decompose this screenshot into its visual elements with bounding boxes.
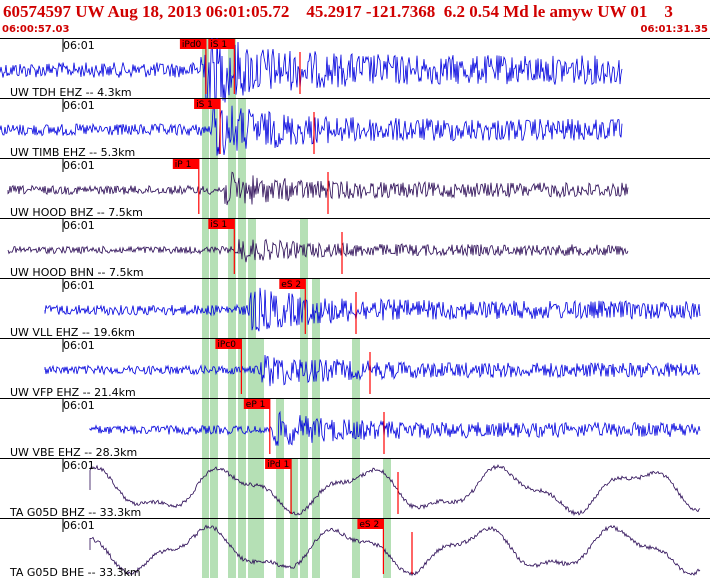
pick-flag[interactable] (172, 159, 199, 169)
pick-label: iPd0 (182, 40, 202, 50)
waveform-trace (7, 238, 629, 263)
pick-label: eP 1 (246, 400, 266, 410)
header: 60574597 UW Aug 18, 2013 06:01:05.72 45.… (0, 0, 710, 38)
station-label: UW VLL EHZ -- 19.6km (10, 326, 135, 339)
pick-flag[interactable] (208, 219, 235, 229)
trace-time-label: 06:01 (63, 39, 95, 52)
waveform-trace (89, 524, 701, 577)
pick-label: iP 1 (175, 160, 192, 170)
station-label: UW VBE EHZ -- 28.3km (10, 446, 137, 459)
pick-flag[interactable] (265, 459, 292, 469)
station-label: TA G05D BHZ -- 33.3km (9, 506, 141, 519)
waveform-trace (7, 171, 629, 206)
pick-flag[interactable] (279, 279, 306, 289)
pick-window-band (202, 38, 209, 578)
pick-windows (202, 38, 391, 578)
station-label: UW HOOD BHN -- 7.5km (10, 266, 144, 279)
trace-time-label: 06:01 (63, 159, 95, 172)
pick-label: iS 1 (210, 220, 227, 230)
trace-time-label: 06:01 (63, 459, 95, 472)
trace-time-label: 06:01 (63, 399, 95, 412)
time-end: 06:01:31.35 (640, 24, 708, 35)
event-title: 60574597 UW Aug 18, 2013 06:01:05.72 45.… (3, 2, 673, 21)
trace-time-label: 06:01 (63, 279, 95, 292)
pick-window-band (312, 278, 320, 578)
seismogram-panel[interactable]: iPd0 iS 1 iS 1 iP 1 iS 1 eS 2 iPc0 eP 1 iPd 1 eS … (0, 38, 710, 578)
station-label: UW TDH EHZ -- 4.3km (10, 86, 132, 99)
pick-flag[interactable] (357, 519, 384, 529)
trace-stack (0, 38, 710, 577)
waveform-trace (0, 102, 623, 156)
pick-flag[interactable] (243, 399, 270, 409)
station-label: UW HOOD BHZ -- 7.5km (10, 206, 143, 219)
pick-window-band (228, 38, 236, 578)
time-start: 06:00:57.03 (2, 24, 70, 35)
pick-label: iS 1 (210, 40, 227, 50)
pick-label: iPd 1 (267, 460, 289, 470)
trace-time-label: 06:01 (63, 339, 95, 352)
pick-label: eS 2 (359, 520, 379, 530)
station-label: TA G05D BHE -- 33.3km (9, 566, 141, 578)
pick-flag[interactable] (215, 339, 242, 349)
pick-flag[interactable] (208, 39, 235, 49)
waveform-trace (44, 354, 701, 387)
pick-flag[interactable] (194, 99, 221, 109)
waveform-trace (44, 287, 701, 332)
pick-markers: iPd0 iS 1 iS 1 iP 1 iS 1 eS 2 iPc0 eP 1 iPd 1 eS … (172, 39, 413, 574)
station-label: UW VFP EHZ -- 21.4km (10, 386, 136, 399)
station-label: UW TIMB EHZ -- 5.3km (10, 146, 135, 159)
trace-time-label: 06:01 (63, 219, 95, 232)
waveform-trace (0, 38, 623, 106)
waveform-trace (89, 410, 701, 446)
trace-time-label: 06:01 (63, 99, 95, 112)
pick-window-band (276, 398, 284, 578)
trace-time-label: 06:01 (63, 519, 95, 532)
pick-label: eS 2 (281, 280, 301, 290)
pick-label: iPc0 (217, 340, 236, 350)
waveform-trace (89, 464, 701, 517)
pick-flag[interactable] (179, 39, 206, 49)
pick-label: iS 1 (196, 100, 213, 110)
